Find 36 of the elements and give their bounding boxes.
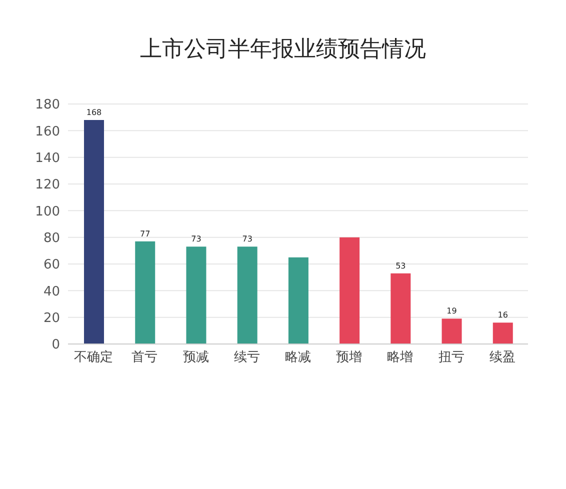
- bar: [84, 120, 104, 344]
- y-tick-label: 140: [35, 150, 60, 166]
- x-tick-label: 预增: [336, 350, 362, 366]
- x-tick-label: 续亏: [234, 350, 260, 366]
- y-tick-label: 80: [43, 230, 60, 246]
- x-tick-label: 扭亏: [438, 350, 464, 366]
- data-label: 73: [191, 234, 202, 244]
- bar: [442, 318, 462, 344]
- data-label: 19: [446, 306, 457, 316]
- y-tick-label: 60: [43, 258, 60, 273]
- bar: [390, 273, 411, 344]
- data-label: 168: [86, 108, 102, 117]
- x-tick-label: 略减: [285, 350, 311, 366]
- data-label: 16: [498, 310, 508, 320]
- y-tick-label: 160: [35, 124, 60, 140]
- bar: [340, 237, 360, 344]
- y-tick-label: 0: [52, 338, 60, 353]
- x-tick-label: 续盈: [489, 350, 516, 366]
- bar: [186, 246, 206, 344]
- y-tick-label: 40: [43, 284, 60, 300]
- data-label: 53: [396, 261, 406, 270]
- data-label: 73: [242, 234, 252, 244]
- bar: [135, 241, 156, 344]
- x-tick-label: 预减: [182, 350, 209, 366]
- y-tick-label: 100: [35, 204, 60, 220]
- y-tick-label: 120: [35, 178, 60, 193]
- x-tick-label: 略增: [387, 350, 414, 366]
- chart-title: 上市公司半年报业绩预告情况: [139, 36, 427, 64]
- bar: [492, 322, 513, 344]
- bar: [237, 246, 258, 344]
- y-tick-label: 20: [43, 310, 60, 326]
- y-tick-label: 180: [35, 98, 60, 113]
- x-tick-label: 首亏: [132, 350, 158, 366]
- x-tick-label: 不确定: [74, 350, 114, 366]
- bar: [288, 257, 308, 344]
- data-label: 77: [140, 229, 150, 238]
